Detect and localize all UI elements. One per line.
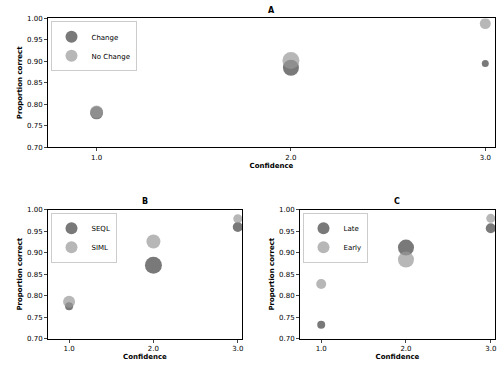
svg-text:C: C bbox=[394, 197, 400, 206]
svg-text:Proportion correct: Proportion correct bbox=[268, 237, 276, 310]
svg-text:0.80: 0.80 bbox=[27, 292, 43, 300]
svg-text:0.95: 0.95 bbox=[27, 228, 43, 236]
svg-text:0.80: 0.80 bbox=[27, 101, 43, 109]
svg-text:0.70: 0.70 bbox=[279, 335, 295, 343]
svg-text:No Change: No Change bbox=[92, 53, 131, 61]
svg-text:0.85: 0.85 bbox=[279, 271, 295, 279]
svg-text:3.0: 3.0 bbox=[485, 345, 496, 353]
svg-text:1.0: 1.0 bbox=[64, 345, 75, 353]
svg-text:Early: Early bbox=[344, 244, 362, 252]
svg-text:0.70: 0.70 bbox=[27, 144, 43, 152]
svg-text:1.0: 1.0 bbox=[91, 154, 102, 162]
svg-text:B: B bbox=[142, 197, 148, 206]
svg-text:0.85: 0.85 bbox=[27, 79, 43, 87]
svg-text:A: A bbox=[268, 6, 275, 15]
svg-text:0.75: 0.75 bbox=[27, 122, 43, 130]
svg-text:0.75: 0.75 bbox=[279, 314, 295, 322]
svg-text:1.00: 1.00 bbox=[279, 206, 295, 214]
svg-text:3.0: 3.0 bbox=[232, 345, 243, 353]
svg-text:0.95: 0.95 bbox=[279, 228, 295, 236]
svg-text:Proportion correct: Proportion correct bbox=[16, 46, 24, 119]
svg-text:0.90: 0.90 bbox=[27, 249, 43, 257]
svg-text:0.90: 0.90 bbox=[27, 58, 43, 66]
svg-text:2.0: 2.0 bbox=[285, 154, 296, 162]
svg-text:2.0: 2.0 bbox=[400, 345, 411, 353]
svg-text:2.0: 2.0 bbox=[148, 345, 159, 353]
svg-text:Proportion correct: Proportion correct bbox=[16, 237, 24, 310]
svg-text:0.70: 0.70 bbox=[27, 335, 43, 343]
svg-text:1.0: 1.0 bbox=[316, 345, 327, 353]
svg-text:Confidence: Confidence bbox=[250, 162, 294, 170]
svg-text:0.85: 0.85 bbox=[27, 271, 43, 279]
svg-text:1.00: 1.00 bbox=[27, 206, 43, 214]
svg-text:Confidence: Confidence bbox=[376, 353, 420, 361]
svg-text:SEQL: SEQL bbox=[92, 225, 110, 233]
svg-text:0.95: 0.95 bbox=[27, 36, 43, 44]
svg-text:3.0: 3.0 bbox=[480, 154, 491, 162]
svg-text:Confidence: Confidence bbox=[123, 353, 167, 361]
svg-text:0.75: 0.75 bbox=[27, 314, 43, 322]
svg-text:SIML: SIML bbox=[92, 244, 109, 252]
svg-text:0.90: 0.90 bbox=[279, 249, 295, 257]
svg-text:0.80: 0.80 bbox=[279, 292, 295, 300]
svg-text:Change: Change bbox=[92, 34, 119, 42]
svg-text:1.00: 1.00 bbox=[27, 15, 43, 23]
svg-text:Late: Late bbox=[344, 225, 359, 233]
